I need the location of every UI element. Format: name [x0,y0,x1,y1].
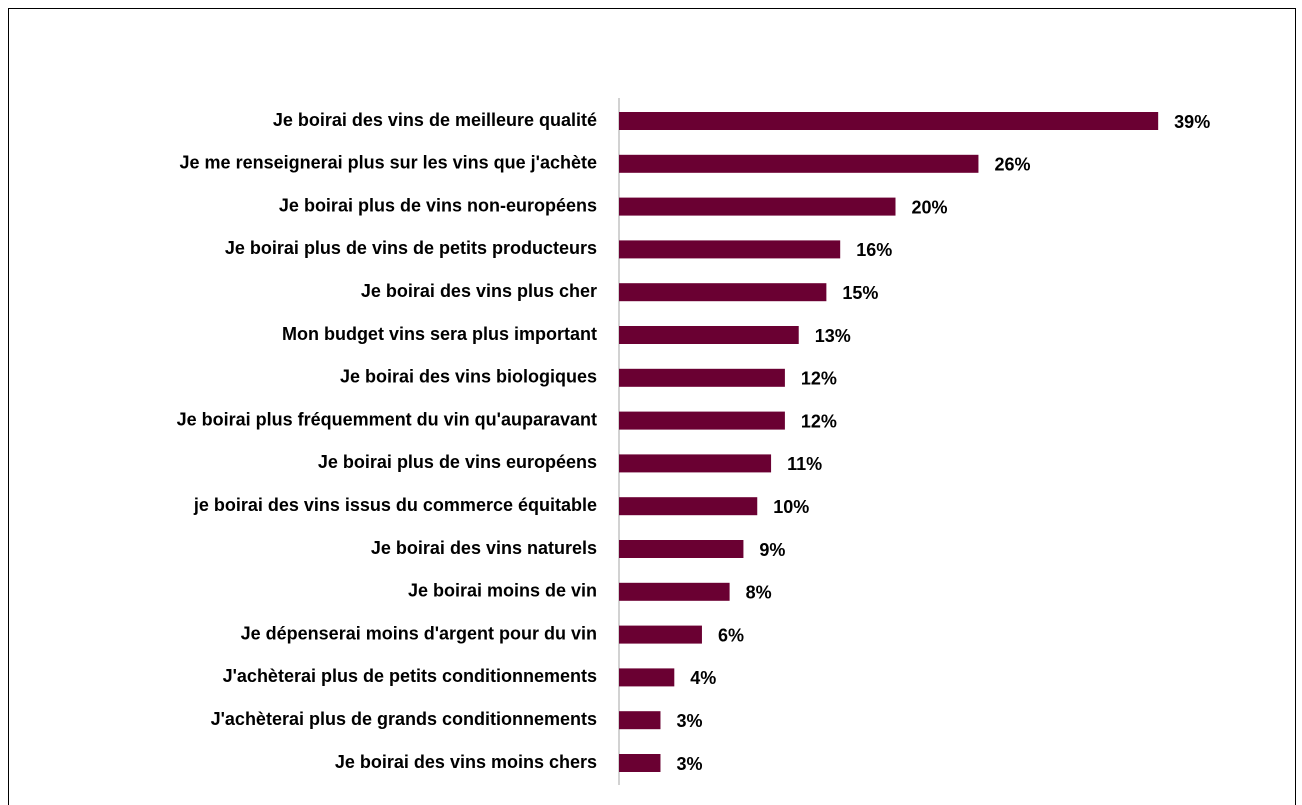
category-label: Mon budget vins sera plus important [282,324,597,344]
category-label: Je boirai des vins naturels [371,538,597,558]
bar [619,540,744,558]
data-label: 3% [676,754,702,774]
category-label: je boirai des vins issus du commerce équ… [193,495,597,515]
category-label: Je boirai des vins de meilleure qualité [273,110,597,130]
bar [619,754,661,772]
category-label: J'achèterai plus de grands conditionneme… [211,709,597,729]
data-label: 10% [773,497,809,517]
data-label: 20% [912,197,948,217]
bar [619,112,1159,130]
bar [619,197,896,216]
category-label: Je boirai des vins plus cher [361,281,597,301]
bar [619,154,979,173]
category-label: Je dépenserai moins d'argent pour du vin [241,623,597,643]
data-label: 6% [718,625,744,645]
data-label: 3% [676,711,702,731]
bar [619,711,661,730]
bar [619,240,841,259]
data-label: 12% [801,411,837,431]
category-label: Je boirai des vins biologiques [340,367,597,387]
category-label: Je me renseignerai plus sur les vins que… [180,153,597,173]
bar [619,625,702,644]
bar [619,283,827,302]
bar [619,454,772,473]
data-label: 15% [842,283,878,303]
data-label: 8% [746,583,772,603]
data-label: 4% [690,668,716,688]
data-label: 11% [787,454,822,474]
bar [619,326,799,344]
category-label: Je boirai plus fréquemment du vin qu'aup… [177,409,597,429]
data-label: 13% [815,326,851,346]
data-label: 16% [856,240,892,260]
category-label: J'achèterai plus de petits conditionneme… [223,666,597,686]
data-label: 12% [801,369,837,389]
bar [619,411,785,430]
bar [619,668,675,687]
bar [619,368,785,387]
bar [619,497,758,516]
data-label: 9% [759,540,785,560]
frame [8,8,1296,805]
category-label: Je boirai plus de vins européens [318,452,597,472]
category-label: Je boirai des vins moins chers [335,752,597,772]
bar [619,582,730,601]
data-label: 26% [994,155,1030,175]
data-label: 39% [1174,112,1210,132]
category-label: Je boirai plus de vins de petits product… [225,238,597,258]
category-label: Je boirai moins de vin [408,581,597,601]
category-label: Je boirai plus de vins non-européens [279,195,597,215]
